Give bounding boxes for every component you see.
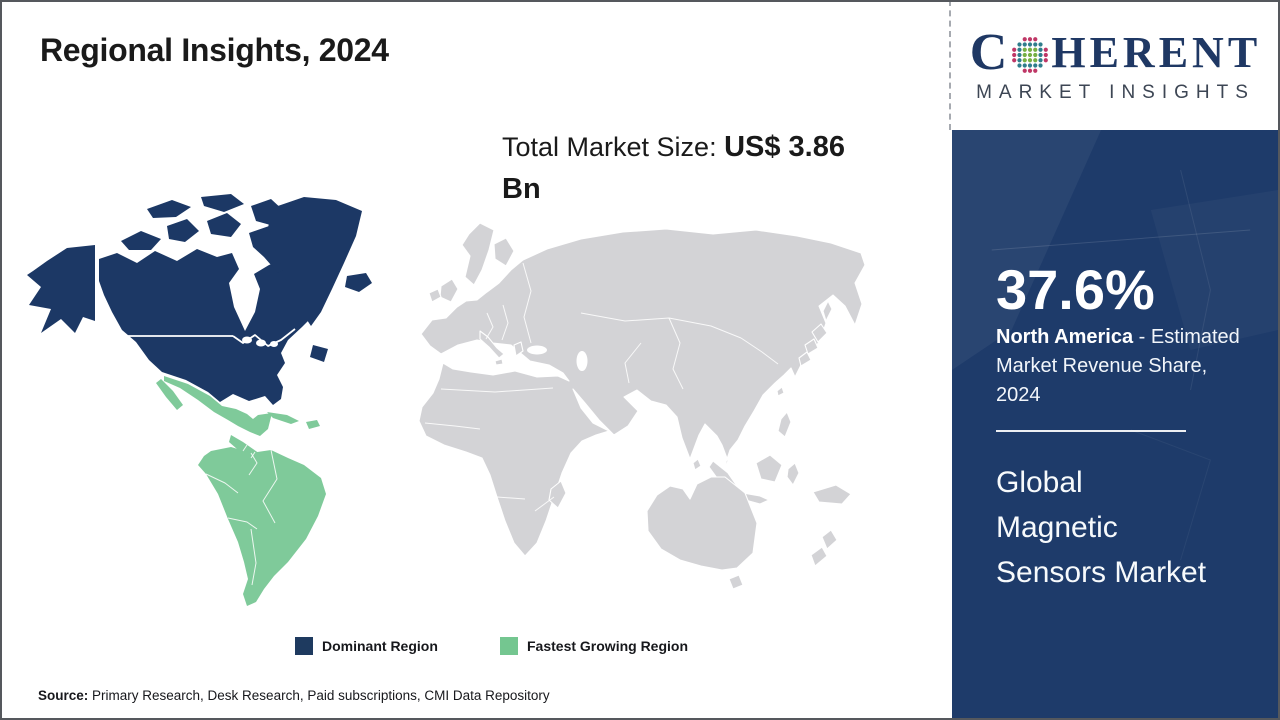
region-north-america xyxy=(27,194,372,405)
logo-word-rest: HERENT xyxy=(1051,27,1262,77)
total-market-size-value: US$ 3.86 Bn xyxy=(502,131,845,206)
region-rest-of-world xyxy=(418,222,866,590)
page-title: Regional Insights, 2024 xyxy=(40,32,389,68)
cmi-logo: C HERENT MARKET INSIGHTS xyxy=(949,0,1280,130)
legend-label-fastest-growing: Fastest Growing Region xyxy=(527,638,689,654)
logo-subtitle: MARKET INSIGHTS xyxy=(976,81,1255,103)
source-text: Primary Research, Desk Research, Paid su… xyxy=(88,688,550,703)
legend-item-dominant: Dominant Region xyxy=(295,637,438,655)
total-market-size-label: Total Market Size: xyxy=(502,132,725,162)
legend-swatch-dominant xyxy=(295,637,313,655)
sidebar-divider xyxy=(996,430,1186,432)
legend-item-fastest-growing: Fastest Growing Region xyxy=(500,637,688,655)
market-name: Global Magnetic Sensors Market xyxy=(996,466,1207,589)
total-market-size: Total Market Size: US$ 3.86 Bn xyxy=(502,126,890,210)
region-name: North America xyxy=(996,326,1134,348)
source-note: Source: Primary Research, Desk Research,… xyxy=(38,688,550,703)
legend-swatch-fastest-growing xyxy=(500,637,518,655)
region-latin-america xyxy=(156,376,326,606)
world-map-svg xyxy=(27,194,866,606)
stats-panel: 37.6% North America - Estimated Market R… xyxy=(952,130,1278,718)
share-description-rest: - Estimated Market Revenue Share, 2024 xyxy=(996,326,1240,406)
source-label: Source: xyxy=(38,688,89,703)
logo-wordmark: C HERENT xyxy=(969,23,1262,81)
legend-label-dominant: Dominant Region xyxy=(322,638,438,654)
world-map xyxy=(25,193,875,623)
map-country-borders xyxy=(424,262,779,512)
market-share-description: North America - Estimated Market Revenue… xyxy=(996,323,1254,410)
logo-letter-c: C xyxy=(969,23,1008,81)
logo-globe-icon xyxy=(1012,36,1049,73)
market-share-value: 37.6% xyxy=(996,258,1155,321)
sidebar-map-texture xyxy=(952,130,1251,561)
